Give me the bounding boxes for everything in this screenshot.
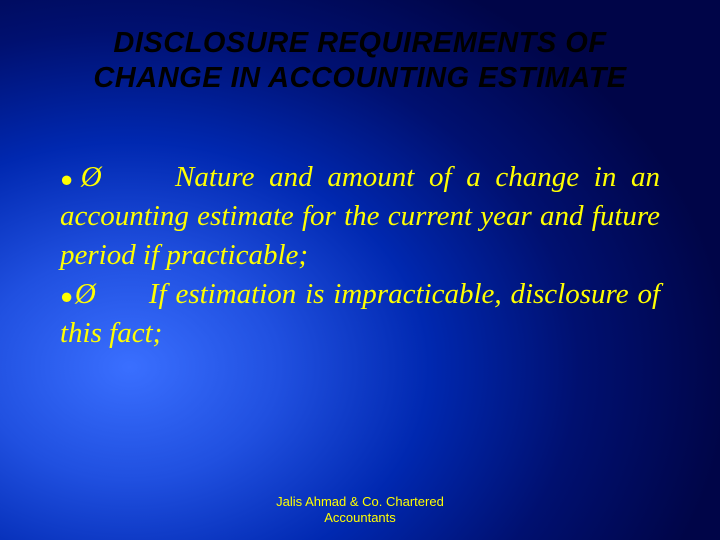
bullet-item: ●Ø Nature and amount of a change in an a… — [60, 158, 660, 275]
bullet-text: If estimation is impracticable, disclosu… — [60, 278, 660, 349]
slide-footer: Jalis Ahmad & Co. Chartered Accountants — [0, 494, 720, 527]
slide-content: ●Ø Nature and amount of a change in an a… — [50, 158, 670, 354]
bullet-symbol: Ø — [81, 161, 102, 193]
slide-container: DISCLOSURE REQUIREMENTS OF CHANGE IN ACC… — [0, 0, 720, 540]
bullet-item: ●Ø If estimation is impracticable, discl… — [60, 275, 660, 353]
footer-line: Jalis Ahmad & Co. Chartered — [0, 494, 720, 510]
bullet-symbol: Ø — [75, 278, 96, 310]
bullet-dot-icon: ● — [60, 166, 81, 191]
bullet-text: Nature and amount of a change in an acco… — [60, 161, 660, 271]
bullet-dot-icon: ● — [60, 284, 75, 309]
slide-title: DISCLOSURE REQUIREMENTS OF CHANGE IN ACC… — [50, 26, 670, 96]
footer-line: Accountants — [0, 510, 720, 526]
